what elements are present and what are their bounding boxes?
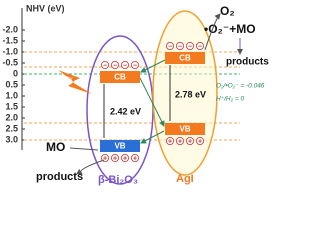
cb-label: CB <box>114 73 126 82</box>
cb-box <box>100 71 140 83</box>
transfer-arrow <box>139 77 165 127</box>
vb-box <box>100 140 140 152</box>
band-diagram: NHV (eV) -2.0-1.5-1.0-0.500.51.01.52.02.… <box>2 3 269 186</box>
reactant: O₂ <box>220 4 235 18</box>
tick-label: -1.0 <box>2 46 18 56</box>
arrow <box>69 147 99 151</box>
charge-sign: − <box>168 43 172 50</box>
tick-label: -0.5 <box>2 57 18 67</box>
charge-circle <box>185 136 194 145</box>
transfer-arrow <box>140 130 165 144</box>
arrow <box>76 159 105 175</box>
charge-circle <box>130 61 139 70</box>
charge-sign: + <box>103 155 107 162</box>
tick-label: -1.5 <box>2 35 18 45</box>
tick-label: 2.5 <box>5 123 18 133</box>
product: •O₂⁻+MO <box>204 22 256 36</box>
charge-sign: + <box>113 155 117 162</box>
charge-sign: − <box>198 43 202 50</box>
charge-sign: − <box>113 62 117 69</box>
charge-circle <box>101 61 110 70</box>
tick-label: 1.5 <box>5 101 18 111</box>
tick-label: -2.0 <box>2 24 18 34</box>
tick-label: 2.0 <box>5 112 18 122</box>
lightning <box>58 70 92 94</box>
transfer-arrow <box>140 59 166 73</box>
charge-sign: − <box>188 43 192 50</box>
vb-label: VB <box>114 142 125 151</box>
tick-label: 0 <box>13 68 18 78</box>
charge-sign: − <box>103 62 107 69</box>
cb-box <box>165 52 205 64</box>
charge-sign: + <box>123 155 127 162</box>
light-label: hν <box>66 77 72 83</box>
charge-circle <box>111 153 120 162</box>
gap-label: 2.78 eV <box>175 89 206 99</box>
vb-label: VB <box>179 125 190 134</box>
arrow <box>204 13 221 51</box>
tick-label: 0.5 <box>5 79 18 89</box>
charge-circle <box>175 136 184 145</box>
charge-circle <box>121 153 130 162</box>
vb-box <box>165 123 205 135</box>
charge-sign: + <box>188 138 192 145</box>
charge-circle <box>185 42 194 51</box>
charge-circle <box>130 153 139 162</box>
charge-circle <box>175 42 184 51</box>
gap-label: 2.42 eV <box>110 106 141 116</box>
charge-sign: + <box>198 138 202 145</box>
charge-circle <box>165 42 174 51</box>
charge-sign: − <box>133 62 137 69</box>
charge-sign: + <box>133 155 137 162</box>
axis-title: NHV (eV) <box>26 3 65 13</box>
material-name: AgI <box>176 173 194 185</box>
charge-sign: + <box>168 138 172 145</box>
tick-label: 3.0 <box>5 134 18 144</box>
potential: H⁺/H₂ = 0 <box>216 96 245 103</box>
charge-sign: − <box>123 62 127 69</box>
potential: O₂/•O₂⁻ = -0.046 <box>216 83 265 90</box>
result: products <box>226 57 269 68</box>
reactant: MO <box>46 140 65 154</box>
charge-circle <box>121 61 130 70</box>
charge-circle <box>195 136 204 145</box>
charge-sign: − <box>178 43 182 50</box>
charge-sign: + <box>178 138 182 145</box>
result: products <box>36 171 83 183</box>
material-name: β-Bi₂O₃ <box>98 174 138 186</box>
cb-label: CB <box>179 54 191 63</box>
tick-label: 1.0 <box>5 90 18 100</box>
charge-circle <box>111 61 120 70</box>
charge-circle <box>195 42 204 51</box>
charge-circle <box>165 136 174 145</box>
